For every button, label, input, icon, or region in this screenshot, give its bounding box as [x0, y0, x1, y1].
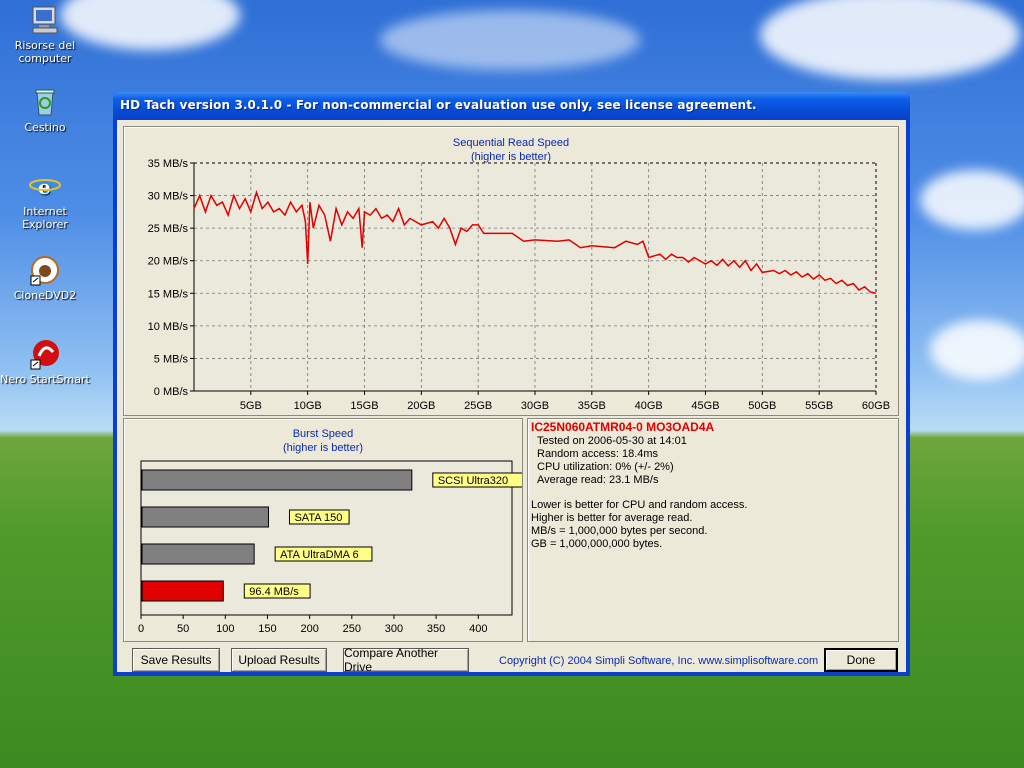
internet-explorer-icon: e: [29, 170, 61, 202]
burst-bar: [141, 506, 269, 528]
seq-xtick-label: 25GB: [464, 400, 492, 412]
seq-ytick-label: 0 MB/s: [154, 386, 189, 398]
seq-xtick-label: 60GB: [862, 400, 890, 412]
desktop-icon-my-computer[interactable]: Risorse del computer: [0, 4, 90, 65]
burst-xtick-label: 0: [138, 623, 144, 635]
seq-ytick-label: 5 MB/s: [154, 353, 189, 365]
seq-ytick-label: 15 MB/s: [148, 288, 189, 300]
seq-xtick-label: 35GB: [578, 400, 606, 412]
sheep-icon: [29, 254, 61, 286]
seq-xtick-label: 40GB: [635, 400, 663, 412]
desktop-icon-internet-explorer[interactable]: e Internet Explorer: [0, 170, 90, 231]
seq-ytick-label: 35 MB/s: [148, 158, 189, 170]
burst-bar-label: SCSI Ultra320: [438, 475, 508, 487]
desktop-icon-label: CloneDVD2: [13, 289, 77, 302]
svg-text:e: e: [38, 175, 51, 199]
note-lower-better: Lower is better for CPU and random acces…: [531, 499, 748, 511]
seq-ytick-label: 10 MB/s: [148, 321, 189, 333]
burst-xtick-label: 400: [469, 623, 487, 635]
nero-icon: [29, 338, 61, 370]
window-title: HD Tach version 3.0.1.0 - For non-commer…: [120, 98, 757, 112]
note-gb-def: GB = 1,000,000,000 bytes.: [531, 538, 663, 550]
desktop-icon-label: Risorse del computer: [14, 39, 76, 65]
seq-ytick-label: 25 MB/s: [148, 223, 189, 235]
seq-chart-subtitle: (higher is better): [471, 151, 551, 163]
cloud: [380, 10, 640, 70]
desktop-icon-label: Cestino: [24, 121, 66, 134]
burst-bar-label: ATA UltraDMA 6: [280, 549, 358, 561]
burst-xtick-label: 50: [177, 623, 189, 635]
burst-xtick-label: 300: [385, 623, 403, 635]
done-button[interactable]: Done: [824, 648, 898, 672]
seq-chart-title: Sequential Read Speed: [453, 137, 569, 149]
seq-xtick-label: 55GB: [805, 400, 833, 412]
seq-xtick-label: 45GB: [691, 400, 719, 412]
note-higher-better: Higher is better for average read.: [531, 512, 693, 524]
seq-ytick-label: 20 MB/s: [148, 256, 189, 268]
cloud: [930, 320, 1024, 380]
desktop-icon-clonedvd2[interactable]: CloneDVD2: [0, 254, 90, 302]
burst-bar-label-box: [243, 583, 311, 599]
burst-bar-label: 96.4 MB/s: [249, 586, 299, 598]
seq-ytick-label: 30 MB/s: [148, 191, 189, 203]
burst-speed-panel: Burst Speed (higher is better) 0 50 100 150…: [123, 418, 524, 642]
seq-xtick-label: 20GB: [407, 400, 435, 412]
burst-bar-label-box: [288, 509, 350, 525]
average-read: Average read: 23.1 MB/s: [537, 474, 659, 486]
burst-bar: [141, 580, 224, 602]
seq-series-line: [193, 189, 877, 295]
sequential-read-panel: Sequential Read Speed (higher is better)…: [123, 126, 899, 416]
hdtach-window: HD Tach version 3.0.1.0 - For non-commer…: [113, 92, 910, 676]
seq-xtick-label: 50GB: [748, 400, 776, 412]
desktop-icon-label: Internet Explorer: [22, 205, 68, 231]
upload-results-button[interactable]: Upload Results: [231, 648, 327, 672]
desktop-icon-recycle-bin[interactable]: Cestino: [0, 86, 90, 134]
burst-xtick-label: 250: [343, 623, 361, 635]
cpu-utilization: CPU utilization: 0% (+/- 2%): [537, 461, 674, 473]
save-results-button[interactable]: Save Results: [132, 648, 220, 672]
cloud: [760, 0, 1020, 80]
desktop-icon-nero-startsmart[interactable]: Nero StartSmart: [0, 338, 90, 386]
burst-bar: [141, 543, 255, 565]
burst-chart-subtitle: (higher is better): [283, 442, 363, 454]
seq-xtick-label: 5GB: [240, 400, 262, 412]
burst-speed-chart: Burst Speed (higher is better) 0 50 100 150…: [138, 428, 524, 635]
burst-xtick-label: 200: [300, 623, 318, 635]
computer-icon: [29, 4, 61, 36]
info-panel: IC25N060ATMR04-0 MO3OAD4A Tested on 2006…: [527, 418, 899, 642]
tested-date: Tested on 2006-05-30 at 14:01: [537, 435, 687, 447]
seq-xtick-label: 30GB: [521, 400, 549, 412]
recycle-bin-icon: [29, 86, 61, 118]
seq-xtick-label: 15GB: [350, 400, 378, 412]
burst-xtick-label: 100: [216, 623, 234, 635]
random-access: Random access: 18.4ms: [537, 448, 659, 460]
burst-bar-label: SATA 150: [294, 512, 342, 524]
sequential-read-chart: Sequential Read Speed (higher is better)…: [148, 137, 890, 412]
window-client: Sequential Read Speed (higher is better)…: [117, 120, 906, 674]
burst-bar-label-box: [274, 546, 373, 562]
burst-xtick-label: 150: [258, 623, 276, 635]
burst-bar: [141, 469, 413, 491]
drive-model: IC25N060ATMR04-0 MO3OAD4A: [531, 420, 715, 434]
seq-xtick-label: 10GB: [294, 400, 322, 412]
burst-chart-title: Burst Speed: [293, 428, 354, 440]
note-mbs-def: MB/s = 1,000,000 bytes per second.: [531, 525, 708, 537]
title-bar[interactable]: HD Tach version 3.0.1.0 - For non-commer…: [113, 92, 910, 120]
cloud: [920, 170, 1024, 230]
burst-xtick-label: 350: [427, 623, 445, 635]
compare-drive-button[interactable]: Compare Another Drive: [343, 646, 469, 674]
copyright-link[interactable]: Copyright (C) 2004 Simpli Software, Inc.…: [499, 655, 819, 667]
desktop-icon-label: Nero StartSmart: [0, 373, 90, 386]
